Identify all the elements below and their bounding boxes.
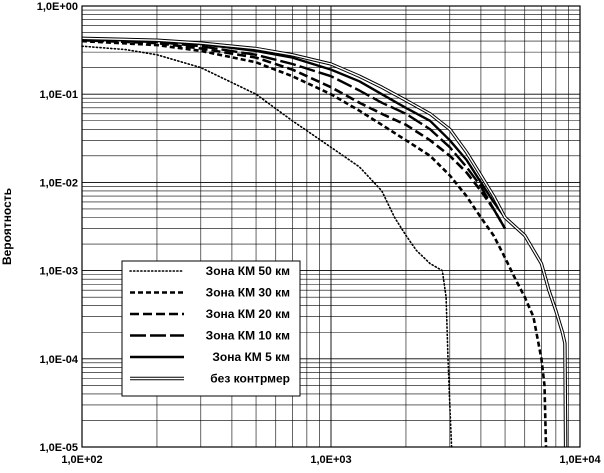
legend-box xyxy=(121,260,301,397)
series-line-2 xyxy=(81,39,548,448)
x-tick-label: 1,0E+04 xyxy=(559,454,601,466)
legend-item: Зона КМ 30 км xyxy=(130,286,290,300)
legend-label: Зона КМ 20 км xyxy=(206,307,290,321)
y-tick-label: 1,0E-03 xyxy=(39,266,78,278)
y-tick-label: 1,0E-04 xyxy=(39,354,78,366)
y-tick-label: 1,0E+00 xyxy=(37,1,78,13)
y-tick-label: 1,0E-02 xyxy=(39,177,78,189)
legend-item: Зона КМ 50 км xyxy=(129,264,290,278)
tick-labels: 1,0E+02 1,0E+03 1,0E+04 1,0E+00 1,0E-01 1,0E-… xyxy=(37,1,602,466)
series-path xyxy=(81,38,507,230)
series-group xyxy=(81,36,568,448)
legend-label: Зона КМ 30 км xyxy=(206,286,290,300)
y-tick-label: 1,0E-05 xyxy=(39,442,78,454)
legend-label: Зона КМ 50 км xyxy=(206,264,290,278)
legend-item: Зона КМ 20 км xyxy=(130,307,290,321)
legend-item: Зона КМ 5 км xyxy=(130,350,290,364)
y-tick-label: 1,0E-01 xyxy=(39,89,78,101)
y-axis-label: Вероятность xyxy=(0,188,14,265)
x-tick-label: 1,0E+03 xyxy=(310,454,351,466)
plot-area xyxy=(81,5,581,448)
legend-label: Зона КМ 10 км xyxy=(206,329,290,343)
series-path xyxy=(81,39,548,448)
legend-item: Зона КМ 10 км xyxy=(130,329,290,343)
series-path xyxy=(81,38,507,230)
series-line-3 xyxy=(81,38,507,230)
series-path xyxy=(81,37,567,448)
legend-label: Зона КМ 5 км xyxy=(212,350,290,364)
legend-label: без контрмер xyxy=(210,372,290,386)
series-line-1 xyxy=(81,45,453,448)
x-tick-label: 1,0E+02 xyxy=(61,454,102,466)
series-line-6 xyxy=(81,36,568,448)
legend-item: без контрмер xyxy=(130,372,290,386)
legend: Зона КМ 50 км Зона КМ 30 км Зона КМ 20 км З… xyxy=(121,260,301,397)
series-path xyxy=(81,45,453,448)
series-line-4 xyxy=(81,38,507,230)
